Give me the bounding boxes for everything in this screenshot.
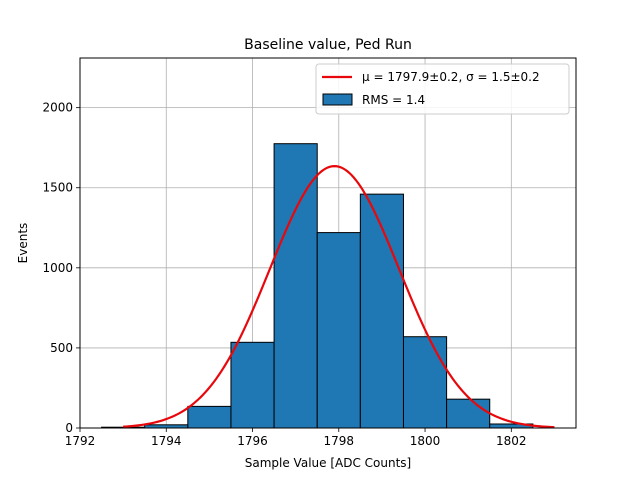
y-tick-label: 1500 xyxy=(42,181,73,195)
legend-box xyxy=(315,63,570,115)
y-axis-label: Events xyxy=(16,223,30,264)
x-tick-label: 1802 xyxy=(496,434,527,448)
histogram-bar xyxy=(359,193,404,429)
legend: μ = 1797.9±0.2, σ = 1.5±0.2 RMS = 1.4 xyxy=(315,63,570,115)
legend-hist-label: RMS = 1.4 xyxy=(362,93,425,107)
y-tick-label: 1000 xyxy=(42,261,73,275)
plot-frame xyxy=(79,57,577,429)
histogram-bar xyxy=(230,341,275,429)
chart-title: Baseline value, Ped Run xyxy=(244,37,412,53)
histogram-bar xyxy=(316,232,361,429)
x-tick-label: 1796 xyxy=(237,434,268,448)
histogram-bar xyxy=(402,336,448,429)
legend-hist-patch xyxy=(322,93,353,106)
y-tick-label: 500 xyxy=(50,341,73,355)
histogram-bar xyxy=(273,143,318,429)
x-tick-label: 1792 xyxy=(65,434,96,448)
histogram-bar xyxy=(187,405,232,429)
axis-ticks: 1792 1794 1796 1798 1800 1802 0 500 1000 1500 2000 xyxy=(42,101,526,448)
histogram-bars xyxy=(101,143,534,429)
y-tick-label: 2000 xyxy=(42,101,73,115)
x-tick-label: 1800 xyxy=(410,434,441,448)
fit-curve xyxy=(123,165,555,429)
x-tick-label: 1798 xyxy=(324,434,355,448)
x-tick-label: 1794 xyxy=(151,434,182,448)
legend-fit-label: μ = 1797.9±0.2, σ = 1.5±0.2 xyxy=(362,70,540,84)
y-tick-label: 0 xyxy=(65,421,73,435)
histogram-bar xyxy=(446,398,491,429)
gaussian-fit xyxy=(123,165,555,429)
x-axis-label: Sample Value [ADC Counts] xyxy=(245,456,411,470)
